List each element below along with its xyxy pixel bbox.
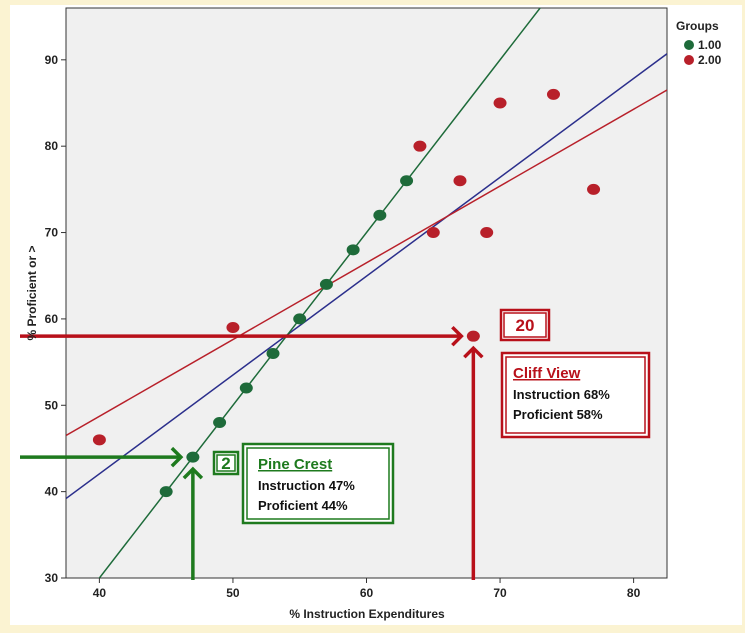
data-point-group-1: [293, 313, 307, 325]
legend-swatch-group-2: [684, 55, 694, 65]
annotation-box-inner: [505, 356, 646, 434]
annotation-badge: [212, 450, 240, 476]
annotation-title: Pine Crest: [258, 456, 332, 473]
y-tick-label: 70: [45, 226, 59, 240]
data-point-group-2: [493, 97, 507, 109]
y-tick-label: 60: [45, 312, 59, 326]
arrow-head-icon: [463, 345, 484, 359]
data-point-group-1: [346, 244, 360, 256]
x-tick-label: 60: [360, 586, 374, 600]
fit-line-group-2: [66, 89, 667, 437]
annotation-badge-label: 2: [221, 454, 230, 473]
annotation-line: Instruction 47%: [258, 478, 355, 493]
annotation-line: Instruction 68%: [513, 387, 610, 402]
legend-label-group-1: 1.00: [698, 38, 722, 52]
legend-label-group-2: 2.00: [698, 53, 722, 67]
annotation-badge-label: 20: [516, 316, 535, 335]
annotation-box: [500, 351, 651, 439]
data-point-group-1: [239, 382, 253, 394]
data-point-group-1: [373, 209, 387, 221]
data-point-group-1: [319, 278, 333, 290]
annotation-box: [241, 442, 395, 525]
data-point-group-2: [546, 88, 560, 100]
data-points: [92, 88, 601, 498]
y-tick-label: 80: [45, 139, 59, 153]
data-point-group-1: [400, 175, 414, 187]
legend: Groups 1.00 2.00: [676, 19, 722, 67]
data-point-group-2: [226, 322, 240, 334]
x-axis-title: % Instruction Expenditures: [289, 607, 445, 621]
annotation-title: Cliff View: [513, 365, 581, 382]
data-point-group-2: [480, 227, 494, 239]
legend-title: Groups: [676, 19, 719, 33]
data-point-group-1: [266, 347, 280, 359]
fit-line-group-1: [98, 8, 542, 578]
fit-lines: [66, 8, 667, 578]
annotations: 2 Pine Crest Instruction 47% Proficient 44%…: [20, 308, 651, 580]
axis-ticks: 40 50 60 70 80 30 40 50 60 70 80 90: [45, 53, 641, 600]
y-axis-title: % Proficient or >: [25, 245, 39, 340]
data-point-group-2: [92, 434, 106, 446]
data-point-group-1: [186, 451, 200, 463]
data-point-group-2: [587, 183, 601, 195]
arrow-head-icon: [170, 446, 184, 468]
y-tick-label: 40: [45, 485, 59, 499]
data-point-group-2: [413, 140, 427, 152]
x-tick-label: 70: [493, 586, 507, 600]
fit-line-overall: [66, 53, 667, 500]
annotation-line: Proficient 44%: [258, 498, 348, 513]
data-point-group-1: [213, 417, 227, 429]
data-point-group-2: [466, 330, 480, 342]
annotation-badge: [499, 308, 551, 342]
x-tick-label: 50: [226, 586, 240, 600]
data-point-group-2: [426, 227, 440, 239]
x-tick-label: 40: [93, 586, 107, 600]
y-tick-label: 50: [45, 398, 59, 412]
arrow-head-icon: [451, 325, 464, 347]
data-point-group-2: [453, 175, 467, 187]
x-tick-label: 80: [627, 586, 641, 600]
annotation-badge-inner: [503, 312, 547, 338]
annotation-box-inner: [246, 447, 390, 520]
arrow-head-icon: [182, 466, 204, 480]
annotation-line: Proficient 58%: [513, 407, 603, 422]
legend-swatch-group-1: [684, 40, 694, 50]
y-tick-label: 90: [45, 53, 59, 67]
y-tick-label: 30: [45, 571, 59, 585]
annotation-badge-inner: [216, 454, 236, 472]
data-point-group-1: [159, 486, 173, 498]
